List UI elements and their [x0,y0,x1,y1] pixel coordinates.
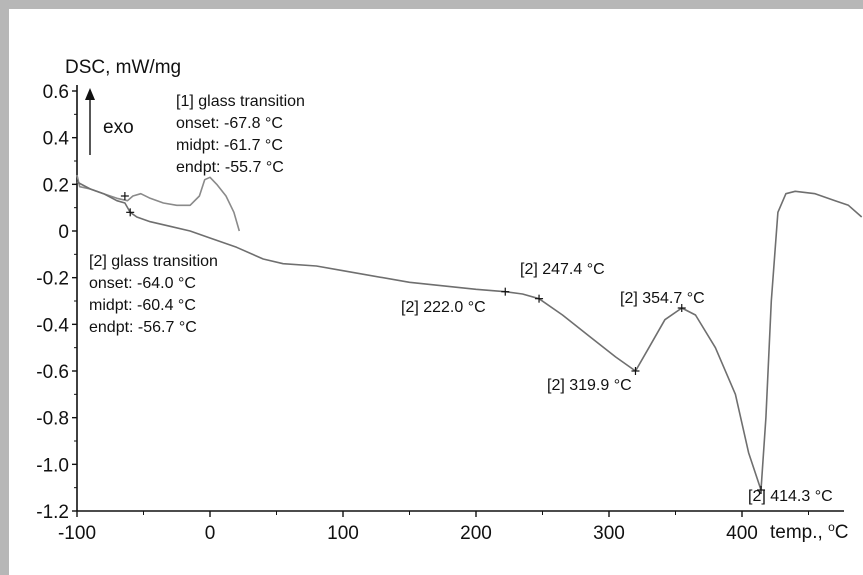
data-marker [677,304,686,312]
series-line [76,181,863,491]
data-marker [757,486,766,494]
y-axis-title: DSC, mW/mg [65,57,181,78]
gt2-onset: onset: -64.0 °C [89,275,196,292]
gt1-title: [1] glass transition [176,93,305,110]
glass-transition-1-annotation: [1] glass transition onset: -67.8 °C mid… [176,93,305,176]
data-marker [126,208,135,217]
y-tick-label: -0.2 [36,269,69,290]
data-marker [631,367,640,375]
series-line [76,174,241,232]
gt2-midpt: midpt: -60.4 °C [89,297,196,314]
x-axis-title: temp., oC [770,520,849,543]
data-marker [501,287,510,296]
gt2-title: [2] glass transition [89,253,218,270]
series-layer [76,174,863,491]
y-tick-label: -1.2 [36,502,69,523]
y-tick-label: -0.4 [36,315,69,336]
x-tick-label: -100 [58,523,96,544]
x-tick-label: 400 [726,523,758,544]
x-axis-unit-o: o [828,520,835,534]
x-tick-label: 0 [205,523,216,544]
peak-222-label: [2] 222.0 °C [401,299,486,316]
x-tick-label: 200 [460,523,492,544]
peak-354-label: [2] 354.7 °C [620,290,705,307]
x-ticks: -100 0 100 200 300 400 [58,511,809,544]
exo-arrow-head [85,88,95,100]
gt1-onset: onset: -67.8 °C [176,115,283,132]
gt1-endpt: endpt: -55.7 °C [176,159,284,176]
glass-transition-2-annotation: [2] glass transition onset: -64.0 °C mid… [89,253,218,336]
x-tick-label: 300 [593,523,625,544]
gt1-midpt: midpt: -61.7 °C [176,137,283,154]
peak-319-label: [2] 319.9 °C [547,377,632,394]
exo-label: exo [103,117,134,138]
y-tick-label: 0.2 [43,175,69,196]
x-axis-unit-C: C [835,522,849,543]
y-ticks: 0.6 0.4 0.2 0 -0.2 -0.4 -0.6 -0.8 -1.0 -1.2 [36,82,77,523]
x-axis-title-text: temp., [770,522,828,543]
data-marker [120,192,129,200]
marker-layer [120,192,766,494]
y-tick-label: 0.6 [43,82,69,103]
y-tick-label: -0.8 [36,409,69,430]
x-tick-label: 100 [327,523,359,544]
y-tick-label: 0.4 [43,129,70,150]
y-tick-label: 0 [58,222,69,243]
data-marker [535,294,544,303]
gt2-endpt: endpt: -56.7 °C [89,319,197,336]
y-tick-label: -0.6 [36,362,69,383]
y-tick-label: -1.0 [36,455,69,476]
peak-247-label: [2] 247.4 °C [520,261,605,278]
peak-414-label: [2] 414.3 °C [748,488,833,505]
